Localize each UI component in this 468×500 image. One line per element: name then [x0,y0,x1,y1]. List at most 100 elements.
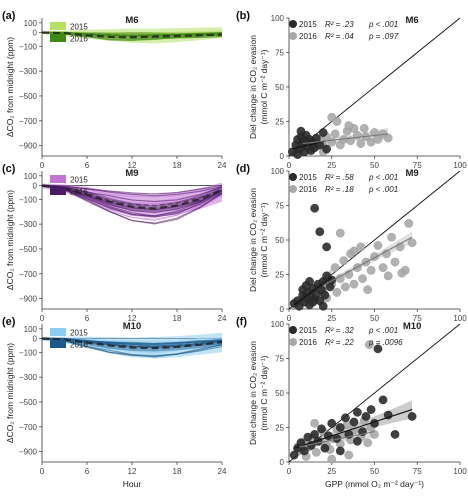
day-line-2016 [41,337,223,345]
legend-label: 2016 [70,35,88,44]
data-point-2015 [293,150,302,159]
legend-swatch-2015 [50,175,66,183]
legend-label: 2016 [70,341,88,350]
data-point-2015 [318,301,328,311]
data-point-2015 [373,344,383,354]
y-axis-label: ΔCO₂ from midnight (ppm) [5,190,15,290]
data-point-2015 [317,424,326,434]
y-tick-label: −100 [19,195,38,204]
x-tick-label: 75 [413,467,422,476]
y-tick-label: −500 [19,92,38,101]
panel-letter: (d) [236,163,250,175]
y-tick-label: −300 [19,373,38,382]
x-tick-label: 0 [287,467,292,476]
data-point-2016 [366,266,376,275]
legend-marker-2015 [289,173,297,181]
data-point-2016 [327,113,337,122]
data-point-2016 [356,139,366,148]
y-tick-label: −700 [19,117,38,126]
data-point-2016 [353,263,362,272]
legend-p: p < .001 [368,20,398,29]
legend-swatch-2016 [50,187,66,195]
legend-marker-2015 [289,326,297,334]
legend-p: p < .001 [368,326,398,335]
panel-letter: (a) [2,10,16,22]
legend-p: p = .0096 [368,338,403,347]
data-point-2015 [361,412,371,421]
y-tick-label: −900 [19,142,38,151]
x-tick-label: 0 [287,314,292,323]
legend-marker-2016 [289,32,297,40]
data-point-2016 [344,121,354,130]
y-tick-label: −300 [19,67,38,76]
y-tick-label: 0 [33,28,38,37]
panel-title: M6 [406,15,419,26]
x-tick-label: 25 [327,161,336,170]
data-point-2015 [296,126,306,136]
y-tick-label: 75 [275,355,284,364]
data-point-2015 [353,436,362,446]
y-tick-label: 0 [280,152,285,161]
x-tick-label: 75 [413,161,422,170]
legend-r2: R² = .04 [325,32,354,41]
legend-r2: R² = .32 [325,326,354,335]
day-line-2016 [41,32,223,41]
y-tick-label: −300 [19,220,38,229]
mean-line-2015 [41,184,223,207]
legend-year: 2016 [299,338,317,347]
scatter-panel-b: 0 25 50 75 100 0 25 50 75 100 2015 R² = .23 p < .001… [236,10,467,170]
legend-r2: R² = .58 [325,173,354,182]
y-tick-label: −100 [19,42,38,51]
legend-p: p < .001 [368,185,398,194]
x-tick-label: 18 [173,314,182,323]
mean-line-2016 [41,31,223,39]
data-point-2015 [289,450,299,460]
data-point-2015 [320,443,330,453]
data-point-2015 [322,242,331,252]
panel-letter: (b) [236,10,250,22]
data-point-2015 [322,144,331,154]
x-tick-label: 12 [128,314,137,323]
y-tick-label: −500 [19,398,38,407]
y-axis-label-units: (mmol C m⁻² day⁻¹) [259,355,269,430]
x-tick-label: 0 [40,314,45,323]
data-point-2015 [327,419,337,428]
y-axis-label: Diel change in CO₂ evasion [248,188,258,292]
day-line-2016 [41,185,223,214]
data-point-2016 [327,137,337,147]
legend-swatch-2015 [50,22,66,30]
legend-marker-2016 [289,338,297,346]
data-point-2016 [365,340,374,350]
one-to-one-line [288,17,461,157]
data-point-2016 [358,274,367,283]
data-point-2016 [359,124,369,133]
data-point-2015 [301,281,311,290]
y-tick-label: 25 [275,118,284,127]
y-tick-label: 0 [33,334,38,343]
x-tick-label: 50 [370,314,379,323]
x-tick-label: 6 [85,161,90,170]
y-tick-label: 0 [33,181,38,190]
data-point-2016 [378,263,388,272]
data-point-2015 [308,297,318,307]
x-tick-label: 100 [453,314,467,323]
y-axis-label: Diel change in CO₂ evasion [248,35,258,139]
data-point-2016 [373,241,383,250]
y-axis-label-units: (mmol C m⁻² day⁻¹) [259,49,269,124]
x-tick-label: 50 [370,161,379,170]
y-tick-label: 50 [275,83,284,92]
x-tick-label: 12 [128,161,137,170]
data-point-2015 [349,417,359,427]
x-axis-label: GPP (mmol O₂ m⁻² day⁻¹) [325,479,424,489]
x-tick-label: 0 [40,467,45,476]
data-point-2016 [349,279,359,289]
legend-label: 2015 [70,329,88,338]
y-axis-label: Diel change in CO₂ evasion [248,341,258,445]
legend-swatch-2016 [50,340,66,348]
data-point-2016 [407,238,417,248]
x-tick-label: 50 [370,467,379,476]
